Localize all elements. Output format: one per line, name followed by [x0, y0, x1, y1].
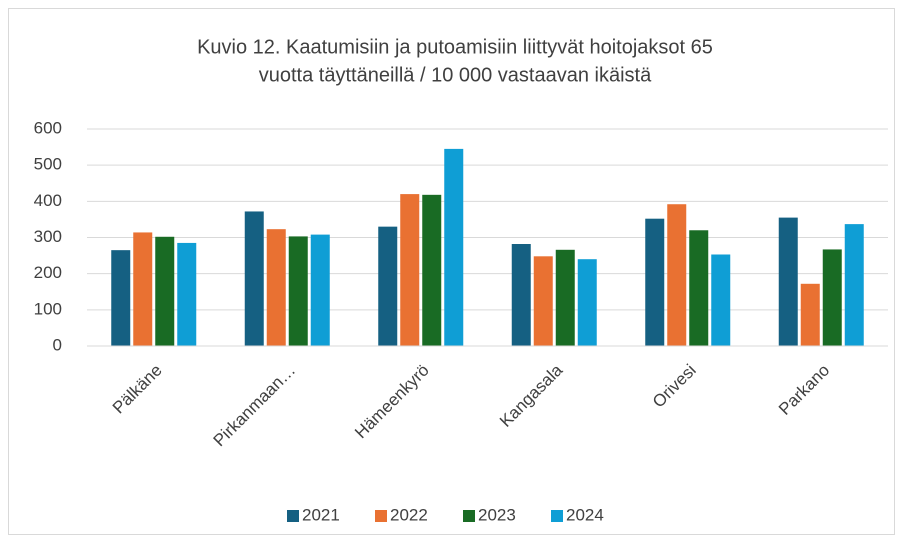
bar	[667, 204, 687, 346]
chart-title: Kuvio 12. Kaatumisiin ja putoamisiin lii…	[197, 36, 713, 58]
bar	[577, 259, 597, 346]
bar	[288, 236, 308, 346]
y-tick-label: 500	[34, 155, 62, 174]
bar	[444, 148, 464, 346]
bar	[244, 211, 264, 346]
legend-label: 2023	[478, 505, 516, 524]
bar	[266, 229, 286, 346]
bar	[689, 230, 709, 346]
legend-swatch	[375, 510, 387, 522]
bar	[844, 224, 864, 346]
bar	[378, 226, 398, 346]
bar	[511, 244, 531, 346]
legend-swatch	[463, 510, 475, 522]
bar	[555, 249, 575, 346]
bar	[822, 249, 842, 346]
bar	[155, 236, 175, 346]
y-tick-label: 400	[34, 191, 62, 210]
y-tick-label: 100	[34, 299, 62, 318]
bar	[778, 217, 798, 346]
bar	[177, 242, 197, 346]
bar	[400, 194, 420, 346]
legend-swatch	[287, 510, 299, 522]
bar	[422, 194, 442, 346]
bar	[310, 234, 330, 346]
legend-label: 2022	[390, 505, 428, 524]
bar	[800, 283, 820, 346]
chart-title: vuotta täyttäneillä / 10 000 vastaavan i…	[259, 64, 652, 86]
y-tick-label: 0	[53, 335, 62, 354]
legend-label: 2024	[566, 505, 604, 524]
bar	[711, 254, 731, 346]
bar	[111, 250, 131, 346]
y-tick-label: 600	[34, 118, 62, 137]
bar	[533, 256, 553, 346]
y-tick-label: 200	[34, 263, 62, 282]
bar	[645, 218, 665, 346]
legend-swatch	[551, 510, 563, 522]
bar	[133, 232, 153, 346]
legend-label: 2021	[302, 505, 340, 524]
y-tick-label: 300	[34, 227, 62, 246]
